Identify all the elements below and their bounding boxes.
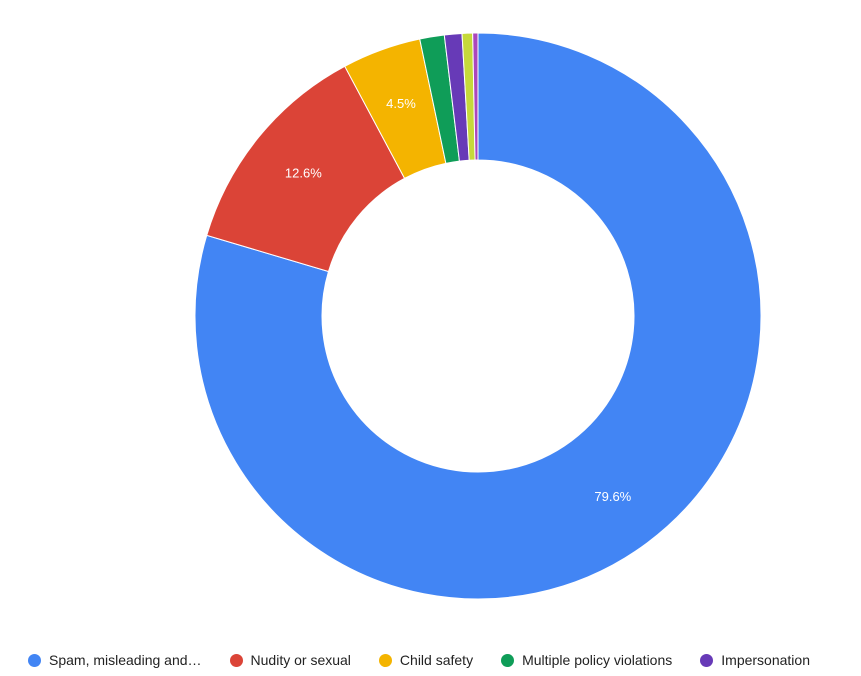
legend-item[interactable]: Child safety — [378, 652, 474, 668]
chart-legend: Spam, misleading and… Nudity or sexual Chi… — [28, 650, 838, 670]
legend-item[interactable]: Impersonation — [700, 652, 810, 668]
legend-label: Nudity or sexual — [250, 652, 351, 668]
slice-data-label: 12.6% — [285, 165, 322, 180]
legend-swatch — [378, 653, 392, 667]
donut-slice-7[interactable] — [472, 32, 479, 161]
slice-data-label: 4.5% — [386, 96, 416, 111]
legend-label: Multiple policy violations — [522, 652, 673, 668]
legend-label: Spam, misleading and… — [49, 652, 202, 668]
slice-data-label: 79.6% — [594, 489, 631, 504]
legend-label: Impersonation — [721, 652, 810, 668]
legend-swatch — [501, 653, 515, 667]
legend-item[interactable]: Multiple policy violations — [501, 652, 672, 668]
legend-label: Child safety — [399, 652, 474, 668]
legend-swatch — [28, 653, 41, 667]
donut-slices — [194, 32, 762, 600]
legend-swatch — [229, 653, 243, 667]
donut-slice-1[interactable] — [194, 32, 762, 600]
legend-item[interactable]: Spam, misleading and… — [28, 652, 202, 668]
donut-data-labels: 79.6% 12.6% 4.5% — [285, 96, 632, 504]
legend-item[interactable]: Nudity or sexual — [229, 652, 351, 668]
legend-swatch — [700, 653, 714, 667]
